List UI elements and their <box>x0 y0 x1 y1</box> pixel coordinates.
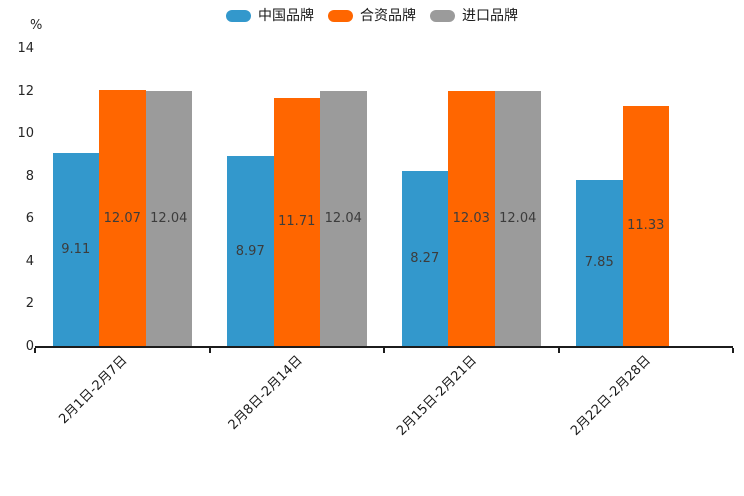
legend-swatch-icon <box>226 10 251 22</box>
x-axis-tick <box>557 348 560 353</box>
y-tick-label: 0 <box>25 339 34 354</box>
legend-item: 合资品牌 <box>328 7 416 25</box>
bar <box>401 170 448 347</box>
bar-value-label: 12.04 <box>324 210 362 226</box>
bar-value-label: 12.07 <box>103 210 141 226</box>
legend-label: 中国品牌 <box>258 8 314 24</box>
bar-value-label: 9.11 <box>61 242 91 258</box>
bar <box>52 153 99 347</box>
y-tick-label: 12 <box>17 83 34 99</box>
x-axis-line <box>35 346 733 348</box>
y-tick-label: 14 <box>17 41 34 56</box>
legend-swatch-icon <box>328 10 353 22</box>
y-tick-label: 8 <box>25 168 34 184</box>
y-tick-label: 4 <box>25 253 34 269</box>
legend-item: 中国品牌 <box>226 7 314 25</box>
legend-label: 进口品牌 <box>462 8 518 24</box>
x-axis-tick <box>34 348 36 353</box>
legend-swatch-icon <box>430 10 455 22</box>
x-axis-tick <box>732 348 734 353</box>
x-tick-label: 2月8日-2月14日 <box>225 353 306 433</box>
bar <box>494 90 541 347</box>
y-tick-label: 6 <box>25 211 34 227</box>
bar-value-label: 8.27 <box>410 250 440 266</box>
bar <box>576 179 623 347</box>
bar-value-label: 12.03 <box>452 210 490 226</box>
y-tick-label: 2 <box>25 296 34 312</box>
bar-value-label: 7.85 <box>584 255 614 271</box>
bar <box>99 90 146 347</box>
bar-value-label: 12.04 <box>150 210 188 226</box>
bar-value-label: 11.33 <box>627 218 665 234</box>
bar-value-label: 8.97 <box>235 243 265 259</box>
x-axis-tick <box>383 348 385 353</box>
y-tick-label: 10 <box>17 126 34 142</box>
x-axis-tick <box>208 348 211 353</box>
legend-item: 进口品牌 <box>430 7 518 25</box>
bar <box>622 105 669 347</box>
legend: 中国品牌 合资品牌 进口品牌 <box>0 7 744 25</box>
legend-label: 合资品牌 <box>360 8 416 24</box>
y-axis-unit-label: % <box>30 18 43 33</box>
bar <box>273 97 320 347</box>
bar-value-label: 11.71 <box>278 214 316 230</box>
bar <box>145 90 192 347</box>
bar <box>448 90 495 347</box>
bar <box>320 90 367 347</box>
x-tick-label: 2月22日-2月28日 <box>568 353 655 439</box>
bar <box>227 156 274 347</box>
x-tick-label: 2月15日-2月21日 <box>394 353 480 439</box>
x-tick-label: 2月1日-2月7日 <box>56 353 131 428</box>
bar-value-label: 12.04 <box>499 210 537 226</box>
